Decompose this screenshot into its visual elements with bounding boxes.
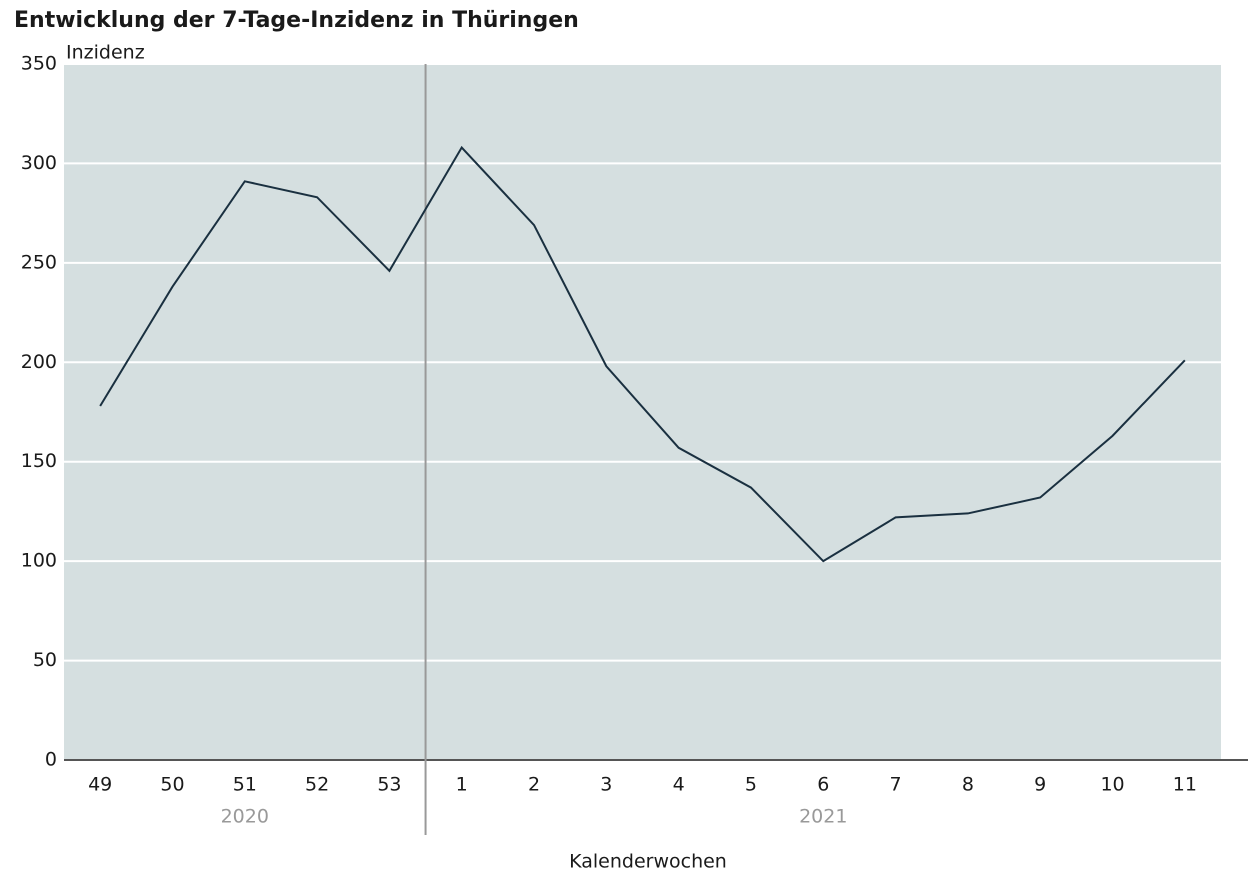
x-axis-label: Kalenderwochen: [569, 851, 727, 873]
y-tick-label: 200: [21, 351, 57, 373]
y-tick-label: 100: [21, 550, 57, 572]
x-tick-label: 8: [962, 774, 974, 796]
x-tick-label: 10: [1100, 774, 1124, 796]
x-tick-label: 52: [305, 774, 329, 796]
y-tick-label: 300: [21, 152, 57, 174]
x-tick-label: 53: [377, 774, 401, 796]
x-tick-label: 6: [817, 774, 829, 796]
y-tick-label: 50: [33, 649, 57, 671]
x-tick-label: 5: [745, 774, 757, 796]
y-tick-label: 150: [21, 450, 57, 472]
x-tick-label: 1: [456, 774, 468, 796]
x-tick-label: 2: [528, 774, 540, 796]
x-tick-label: 9: [1034, 774, 1046, 796]
chart-title: Entwicklung der 7-Tage-Inzidenz in Thüri…: [14, 8, 579, 33]
y-tick-label: 250: [21, 251, 57, 273]
x-tick-label: 7: [890, 774, 902, 796]
y-tick-label: 0: [45, 749, 57, 771]
x-tick-label: 50: [160, 774, 184, 796]
x-tick-label: 49: [88, 774, 112, 796]
group-label: 2020: [221, 806, 269, 828]
plot-background: [64, 64, 1221, 760]
x-tick-label: 11: [1173, 774, 1197, 796]
x-tick-label: 51: [233, 774, 257, 796]
y-tick-label: 350: [21, 53, 57, 75]
x-tick-label: 4: [673, 774, 685, 796]
group-label: 2021: [799, 806, 847, 828]
x-tick-label: 3: [600, 774, 612, 796]
y-axis-label: Inzidenz: [66, 42, 145, 64]
line: [99, 145, 1186, 563]
